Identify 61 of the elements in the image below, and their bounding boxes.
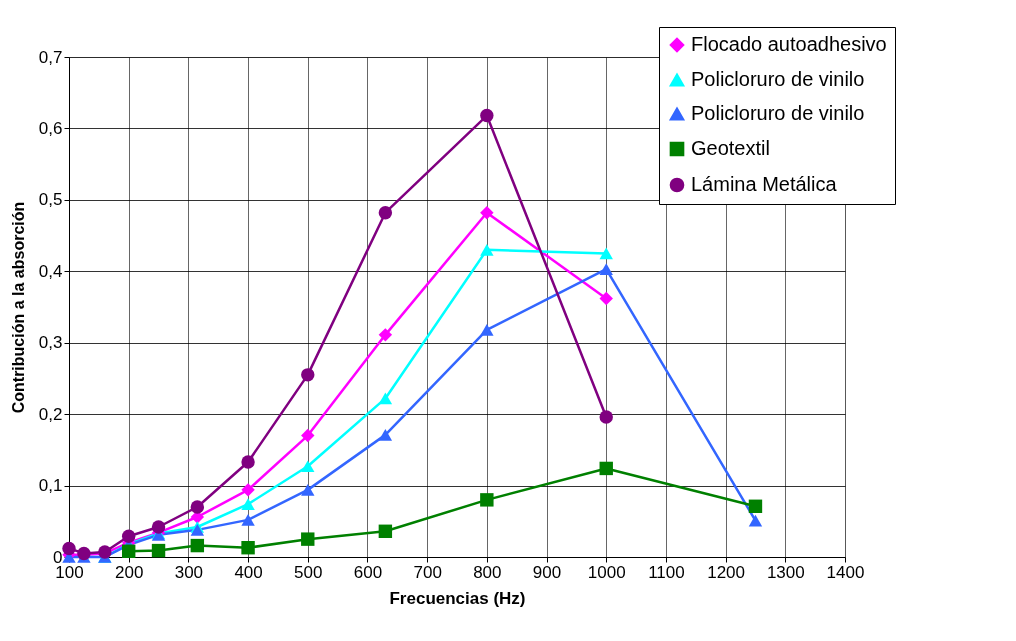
point: [301, 428, 315, 443]
point: [748, 499, 763, 513]
x-tick-label: 500: [294, 562, 323, 582]
point: [241, 514, 255, 526]
point: [378, 328, 393, 342]
x-tick-label: 300: [174, 562, 204, 582]
y-tick-label: 0,3: [38, 333, 63, 353]
x-tick-label: 1300: [766, 562, 805, 582]
legend-label: Policloruro de vinilo: [691, 102, 865, 124]
y-tick-label: 0,7: [38, 47, 63, 67]
x-tick-label: 1000: [587, 562, 626, 582]
x-tick-label: 800: [473, 562, 502, 582]
x-tick-label: 700: [413, 562, 442, 582]
point: [378, 392, 393, 405]
point: [480, 206, 494, 220]
point: [599, 410, 613, 424]
point: [151, 543, 166, 558]
point: [62, 541, 76, 556]
x-tick-label: 900: [532, 562, 562, 582]
point: [480, 493, 494, 507]
point: [480, 244, 494, 256]
point: [748, 514, 763, 527]
y-tick-label: 0,6: [38, 118, 63, 138]
y-axis-title: Contribución a la absorción: [9, 201, 27, 414]
point: [190, 538, 205, 553]
x-tick-label: 400: [234, 562, 263, 582]
y-tick-label: 0,5: [38, 190, 63, 210]
point: [241, 541, 255, 555]
x-tick-label: 1100: [648, 562, 685, 582]
legend-label: Geotextil: [691, 137, 770, 159]
y-tick-label: 0,1: [38, 476, 63, 496]
point: [378, 206, 393, 220]
point: [301, 532, 315, 546]
x-tick-label: 200: [115, 562, 144, 582]
point: [241, 483, 255, 497]
x-tick-label: 1200: [707, 562, 746, 582]
legend-label: Policloruro de vinilo: [691, 68, 865, 90]
x-axis-title: Frecuencias (Hz): [389, 588, 526, 608]
point: [151, 520, 166, 534]
point: [190, 500, 205, 514]
legend-label: Flocado autoadhesivo: [691, 33, 887, 55]
point: [599, 247, 613, 260]
point: [301, 368, 315, 382]
point: [599, 263, 613, 275]
point: [241, 498, 255, 510]
point: [480, 108, 494, 123]
point: [378, 524, 393, 538]
point: [121, 529, 136, 543]
y-tick-label: 0,2: [38, 404, 63, 424]
point: [378, 429, 393, 441]
point: [241, 455, 255, 469]
x-tick-label: 600: [353, 562, 383, 582]
point: [301, 484, 315, 496]
point: [599, 461, 613, 476]
point: [599, 291, 613, 306]
point: [480, 324, 494, 336]
x-tick-label: 1400: [826, 562, 865, 582]
point: [301, 460, 315, 473]
legend-label: Lámina Metálica: [691, 173, 838, 195]
point: [121, 544, 136, 558]
y-tick-label: 0,4: [38, 261, 63, 281]
